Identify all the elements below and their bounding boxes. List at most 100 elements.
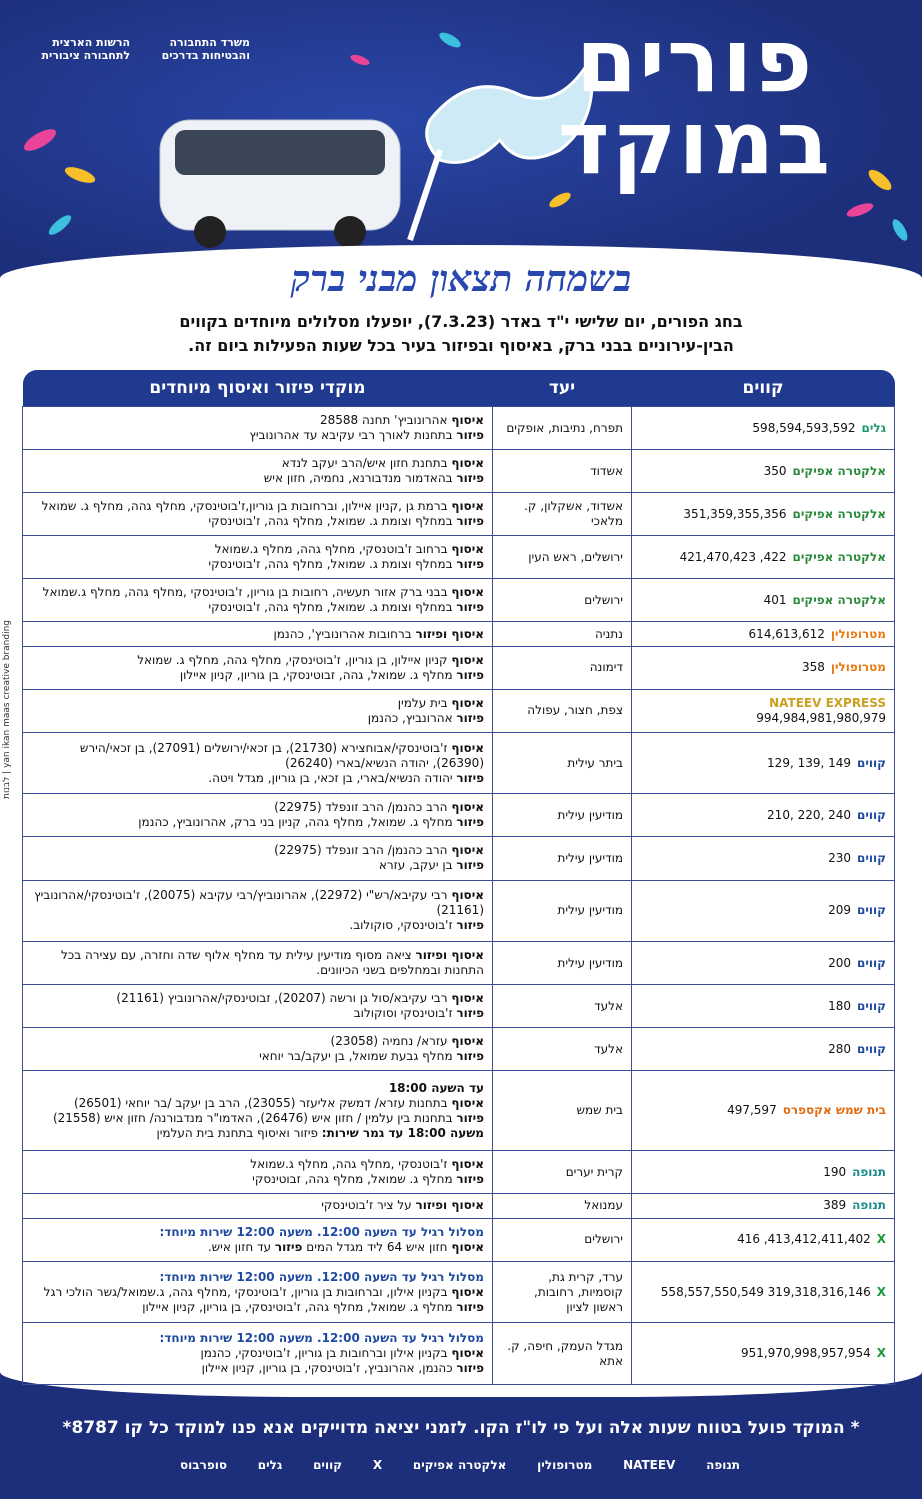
detail-text: בבני ברק אזור תעשיה, רחובות בן גוריון, ז… — [42, 585, 452, 600]
table-row: קווים 180 אלעד איסוף רבי עקיבא/סול גן ורשה … — [22, 984, 895, 1029]
lines-cell: קווים 129, 139, 149 — [631, 731, 895, 795]
operator-logo: אלקטרה אפיקים — [792, 506, 886, 521]
detail-label: איסוף — [451, 1095, 484, 1110]
detail-text: מחלף ג. שמואל, מחלף גהה, זבוטינסקי — [252, 1172, 457, 1187]
detail-text: עזרא/ נחמיה (23058) — [330, 1034, 452, 1049]
detail-label: פיזור — [274, 1239, 303, 1254]
operator-logo: X — [372, 1458, 383, 1472]
detail-label: פיזור — [456, 1110, 484, 1125]
operator-logo: קווים — [857, 850, 886, 865]
operator-logo: קווים — [857, 955, 886, 970]
detail-label: פיזור — [456, 1361, 484, 1376]
detail-label: איסוף — [451, 800, 484, 815]
line-numbers: 994,984,981,980,979 — [756, 710, 886, 725]
destination-cell: ירושלים — [492, 578, 632, 623]
detail-text: בתחנות עזרא/ דמשק אליעזר (23055), הרב בן… — [73, 1095, 452, 1110]
details-cell: איסוף בית עלמין פיזור אהרונביץ, כהנמן — [22, 688, 493, 733]
detail-label: איסוף ופיזור — [415, 626, 484, 641]
detail-label: איסוף — [451, 740, 484, 755]
detail-label: איסוף — [451, 542, 484, 557]
destination-cell: אלעד — [492, 1027, 632, 1072]
operator-logo: מטרופולין — [830, 660, 886, 675]
detail-label: פיזור — [456, 815, 484, 830]
destination-cell: קרית יערים — [492, 1150, 632, 1195]
detail-line: איסוף ברחוב ז'בוטנסקי, מחלף גהה, מחלף ג.… — [31, 542, 484, 557]
line-numbers: 129, 139, 149 — [767, 755, 852, 770]
lines-cell: קווים 209 — [631, 879, 895, 943]
table-row: X 558,557,550,549 319,318,316,146 ערד, קרי… — [22, 1260, 895, 1324]
detail-line: פיזור יהודה הנשיא/בארי, בן זכאי, בן גורי… — [31, 771, 484, 786]
logo-authority: הרשות הארצית לתחבורה ציבורית — [41, 36, 131, 62]
detail-line: פיזור מחלף ג. שמואל, גהה, זבוטינסקי, בן … — [31, 668, 484, 683]
line-numbers: 614,613,612 — [748, 626, 825, 641]
detail-line: איסוף חזון איש 64 ליד מגדל המים פיזור עד… — [31, 1240, 484, 1255]
lines-cell: קווים 210, 220, 240 — [631, 793, 895, 838]
details-cell: איסוף הרב כהנמן/ הרב זונפלד (22975) פיזור… — [22, 836, 493, 881]
detail-text: בן יעקב, עזרא — [378, 858, 457, 873]
line-numbers: 416 ,413,412,411,402 — [737, 1232, 871, 1247]
detail-label: איסוף — [451, 991, 484, 1006]
destination-cell: תפרח, נתיבות, אופקים — [492, 405, 632, 451]
column-header: מוקדי פיזור ואיסוף מיוחדים — [22, 370, 493, 407]
lines-cell: אלקטרה אפיקים 401 — [631, 578, 895, 623]
destination-cell: ירושלים, ראש העין — [492, 535, 632, 580]
lines-cell: קווים 280 — [631, 1027, 895, 1072]
header-row: קווים יעד מוקדי פיזור ואיסוף מיוחדים — [22, 370, 895, 407]
destination-cell: נתניה — [492, 621, 632, 647]
table-row: קווים 209 מודיעין עילית איסוף רבי עקיבא/רש"… — [22, 879, 895, 943]
detail-text: מחלף ג. שמואל, גהה, זבוטינסקי, בן גוריון… — [179, 667, 457, 682]
detail-label: איסוף — [451, 456, 484, 471]
operator-logo: X — [876, 1346, 886, 1361]
table-row: תנופה 389 עמנואל איסוף ופיזור על ציר ז'בוטי… — [22, 1193, 895, 1219]
credit: yan ikan maas creative branding | לבנות — [2, 620, 12, 799]
detail-line: פיזור בתחנות בין עלמין / חזון איש (26476… — [31, 1111, 484, 1126]
operator-logo: קווים — [857, 998, 886, 1013]
detail-text: ציאה מסוף מודיעין עילית עד מחלף אלוף שדה… — [61, 948, 484, 978]
detail-line: פיזור בן יעקב, עזרא — [31, 858, 484, 873]
destination-cell: אלעד — [492, 984, 632, 1029]
detail-text: בקניון אילון וברחובות בן גוריון, ז'בוטינ… — [200, 1346, 452, 1361]
detail-label: איסוף — [451, 1284, 484, 1299]
table-row: תנופה 190 קרית יערים איסוף ז'בוטנסקי ,מחלף … — [22, 1150, 895, 1195]
detail-text: פיזור ואיסוף בתחנת בית העלמין — [156, 1125, 322, 1140]
detail-label: פיזור — [456, 471, 484, 486]
detail-line: פיזור במחלף וצומת ג. שמואל, מחלף גהה, ז'… — [31, 557, 484, 572]
table-row: קווים 200 מודיעין עילית איסוף ופיזור ציאה מ… — [22, 941, 895, 986]
detail-line: איסוף הרב כהנמן/ הרב זונפלד (22975) — [31, 800, 484, 815]
detail-text: אהרונוביץ' תחנה 28588 — [319, 413, 452, 428]
detail-label: פיזור — [456, 557, 484, 572]
table-row: קווים 210, 220, 240 מודיעין עילית איסוף הרב… — [22, 793, 895, 838]
detail-line: איסוף בקניון אילון וברחובות בן גוריון, ז… — [31, 1346, 484, 1361]
operator-logo: קווים — [857, 903, 886, 918]
detail-line: איסוף ז'בוטנסקי ,מחלף גהה, מחלף ג.שמואל — [31, 1157, 484, 1172]
detail-line: פיזור מחלף גבעת שמואל, בן יעקב/בר יוחאי — [31, 1049, 484, 1064]
detail-label: מסלול רגיל עד השעה 12:00. משעה 12:00 שיר… — [159, 1224, 484, 1239]
detail-text: במחלף וצומת ג. שמואל, מחלף גהה, ז'בוטינס… — [208, 557, 457, 572]
detail-line: איסוף ברמת גן ,קניון איילון, וברחובות בן… — [31, 499, 484, 514]
detail-line: פיזור בתחנות לאורך רבי עקיבא עד אהרונובי… — [31, 428, 484, 443]
detail-label: פיזור — [456, 1006, 484, 1021]
detail-line: איסוף ופיזור ציאה מסוף מודיעין עילית עד … — [31, 948, 484, 978]
detail-text: ז'בוטינסקי/אבוחצירא (21730), בן זכאי/ירו… — [79, 740, 484, 770]
detail-label: איסוף ופיזור — [415, 1198, 484, 1213]
details-cell: איסוף ברחוב ז'בוטנסקי, מחלף גהה, מחלף ג.… — [22, 535, 493, 580]
detail-label: איסוף ופיזור — [415, 948, 484, 963]
details-cell: עד השעה 18:00 איסוף בתחנות עזרא/ דמשק אלי… — [22, 1070, 493, 1152]
destination-cell: מודיעין עילית — [492, 793, 632, 838]
detail-text: ברחוב ז'בוטנסקי, מחלף גהה, מחלף ג.שמואל — [214, 542, 452, 557]
details-cell: איסוף רבי עקיבא/סול גן ורשה (20207), זבו… — [22, 984, 493, 1029]
lines-cell: מטרופולין 614,613,612 — [631, 621, 895, 647]
detail-label: פיזור — [456, 514, 484, 529]
line-numbers: 230 — [828, 850, 852, 865]
detail-text: עד חזון איש. — [207, 1239, 275, 1254]
details-cell: איסוף ופיזור על ציר ז'בוטינסקי — [22, 1193, 493, 1219]
detail-text: בקניון אילון, וברחובות בן גוריון, ז'בוטי… — [43, 1284, 452, 1299]
line-numbers: 350 — [763, 463, 787, 478]
line-numbers: 497,597 — [727, 1103, 777, 1118]
operator-logo: אלקטרה אפיקים — [792, 463, 886, 478]
detail-label: איסוף — [451, 652, 484, 667]
lines-cell: מטרופולין 358 — [631, 645, 895, 690]
detail-label: פיזור — [456, 600, 484, 615]
